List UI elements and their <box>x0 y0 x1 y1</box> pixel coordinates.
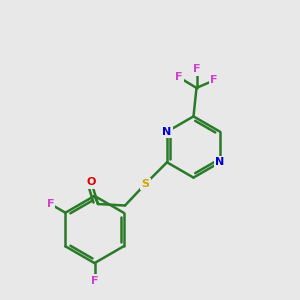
Text: F: F <box>193 64 200 74</box>
Text: F: F <box>91 275 98 286</box>
Text: O: O <box>87 177 96 188</box>
Text: F: F <box>210 75 218 85</box>
Text: F: F <box>46 199 54 209</box>
Text: N: N <box>162 127 172 137</box>
Text: F: F <box>175 72 183 82</box>
Text: N: N <box>215 157 225 167</box>
Text: S: S <box>141 179 149 189</box>
